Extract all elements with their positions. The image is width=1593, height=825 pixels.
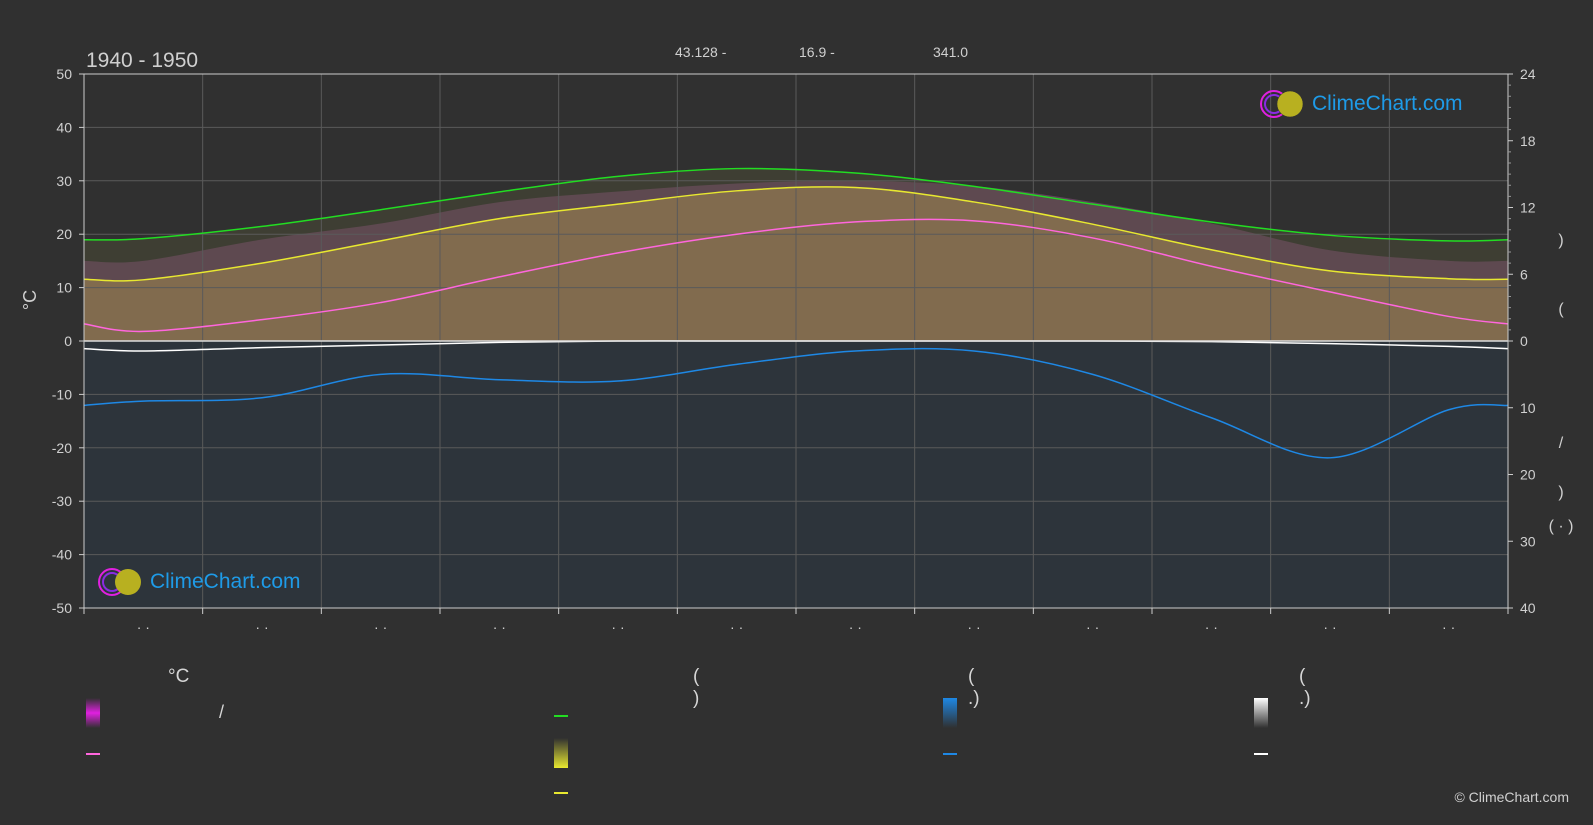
x-tick-label: · · — [493, 619, 506, 635]
y2-axis-label-top: ) — [1558, 232, 1563, 249]
legend-swatch-sunshine-line — [554, 792, 568, 794]
legend-swatch-snow — [1254, 698, 1268, 728]
y2-tick-label: 10 — [1520, 400, 1536, 416]
series-line-sunshine — [83, 186, 1509, 282]
coord-longitude: 16.9 - — [799, 44, 835, 60]
x-tick-label: · · — [849, 619, 862, 635]
climechart-logo-icon — [98, 568, 141, 596]
legend-swatch-temp-mean — [86, 753, 100, 755]
legend-swatch-sunshine-band — [554, 738, 568, 768]
x-tick-label: · · — [967, 619, 980, 635]
series-lines-layer — [83, 167, 1509, 459]
copyright: © ClimeChart.com — [1454, 789, 1569, 805]
y-tick-label: 50 — [56, 66, 72, 82]
x-tick-label: · · — [137, 619, 150, 635]
y-tick-label: 30 — [56, 173, 72, 189]
y2-tick-label: 24 — [1520, 66, 1536, 82]
y2-axis-label-slash: / — [1559, 435, 1564, 452]
x-tick-label: · · — [1086, 619, 1099, 635]
legend-swatch-daylight — [554, 715, 568, 717]
x-tick-label: · · — [1205, 619, 1218, 635]
y-tick-label: 0 — [64, 333, 72, 349]
logo-text: ClimeChart.com — [150, 570, 301, 593]
y2-tick-label: 18 — [1520, 133, 1536, 149]
series-line-temp-mean — [83, 218, 1509, 333]
axes-layer: 50 40 30 20 10 0 -10 -20 -30 -40 -50 24 18 12 6 0 10 20 30… — [52, 66, 1536, 635]
y2-tick-label: 6 — [1520, 266, 1528, 282]
logo-bottom-left[interactable]: ClimeChart.com — [96, 566, 301, 598]
legend-swatch-snow-line — [1254, 753, 1268, 755]
y2-tick-label: 30 — [1520, 533, 1536, 549]
legend-swatch-precip-line — [943, 753, 957, 755]
legend-head-snow: ( .) — [1299, 666, 1311, 709]
x-tick-label: · · — [730, 619, 743, 635]
coord-latitude: 43.128 - — [675, 44, 727, 60]
y2-tick-label: 12 — [1520, 200, 1536, 216]
legend-head-sunshine: ( ) — [693, 666, 700, 709]
x-tick-label: · · — [374, 619, 387, 635]
series-line-precip — [83, 347, 1509, 459]
legend-swatch-temp-range — [86, 698, 100, 728]
coord-elevation: 341.0 — [933, 44, 968, 60]
x-tick-label: · · — [1323, 619, 1336, 635]
legend-slash: / — [219, 702, 225, 722]
y-tick-label: -10 — [52, 386, 72, 402]
y-axis-label: °C — [20, 290, 40, 310]
legend-swatch-precip — [943, 698, 957, 728]
chart-title: 1940 - 1950 — [86, 49, 198, 72]
y2-axis-label-bottom-open: ( · ) — [1549, 518, 1574, 535]
y2-axis-label-top-open: ( — [1558, 301, 1564, 318]
x-tick-label: · · — [611, 619, 624, 635]
y-tick-label: 10 — [56, 280, 72, 296]
y2-tick-label: 40 — [1520, 600, 1536, 616]
y2-axis-label-bottom: ) — [1558, 484, 1563, 501]
y-tick-label: -30 — [52, 493, 72, 509]
y-tick-label: -50 — [52, 600, 72, 616]
x-tick-label: · · — [1442, 619, 1455, 635]
series-line-daylight — [83, 167, 1509, 242]
y-tick-label: 20 — [56, 226, 72, 242]
legend-head-temperature: °C — [168, 666, 190, 687]
climechart-logo-icon — [1260, 90, 1304, 118]
y-tick-label: -40 — [52, 547, 72, 563]
y2-tick-label: 20 — [1520, 467, 1536, 483]
logo-top-right[interactable]: ClimeChart.com — [1258, 88, 1463, 120]
y-tick-label: -20 — [52, 440, 72, 456]
logo-text: ClimeChart.com — [1312, 92, 1463, 115]
y-tick-label: 40 — [56, 119, 72, 135]
x-tick-label: · · — [255, 619, 268, 635]
legend-head-rain: ( .) — [968, 666, 980, 709]
y2-tick-label: 0 — [1520, 333, 1528, 349]
